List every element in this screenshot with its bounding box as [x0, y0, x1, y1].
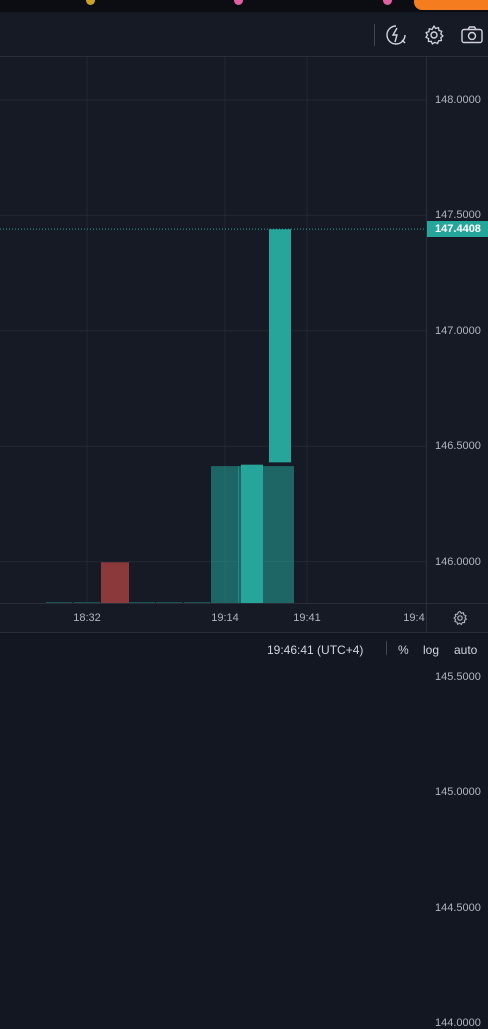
volume-bar [101, 562, 129, 603]
auto-scale-toggle[interactable]: auto [454, 643, 478, 657]
chart-toolbar [0, 14, 488, 57]
volume-bar [156, 602, 182, 603]
price-label: 145.5000 [435, 671, 481, 683]
candle-body [241, 464, 263, 698]
indicator-dot-icon [383, 0, 392, 5]
price-chart [0, 57, 426, 1024]
price-label: 146.5000 [435, 440, 481, 453]
quick-replay-icon[interactable] [384, 23, 408, 47]
clock-timezone[interactable]: 19:46:41 (UTC+4) [267, 643, 364, 657]
price-label: 147.0000 [435, 324, 481, 337]
bottom-divider [386, 641, 387, 655]
upgrade-button[interactable] [414, 0, 488, 10]
scale-settings-icon[interactable] [452, 610, 468, 626]
time-label: 18:32 [73, 612, 101, 624]
price-scale[interactable]: 148.0000 147.5000 147.0000 146.5000 146.… [426, 57, 488, 1029]
log-scale-toggle[interactable]: log [423, 643, 440, 657]
time-scale[interactable]: 18:32 19:14 19:41 19:4 [0, 603, 426, 632]
price-label: 147.5000 [435, 209, 481, 222]
toolbar-divider [374, 24, 375, 46]
volume-bar [266, 466, 294, 603]
price-label: 144.5000 [435, 901, 481, 914]
volume-bar [184, 602, 210, 603]
bottom-toolbar: 19:46:41 (UTC+4) % log auto [0, 632, 488, 657]
volume-bar [46, 602, 72, 603]
time-label: 19:4 [403, 612, 425, 624]
indicator-dot-icon [86, 0, 95, 5]
top-strip [0, 0, 488, 12]
chart-pane[interactable] [0, 57, 426, 1024]
volume-bar [129, 602, 155, 603]
scale-settings-corner [426, 603, 488, 632]
indicator-dot-icon [234, 0, 243, 5]
volume-bar [74, 602, 100, 603]
time-label: 19:14 [211, 612, 239, 624]
price-label: 148.0000 [435, 94, 481, 106]
volume-bar [211, 466, 239, 603]
candle-body [269, 229, 291, 463]
gear-icon[interactable] [422, 23, 446, 47]
camera-icon[interactable] [460, 23, 484, 47]
price-label: 146.0000 [435, 555, 481, 568]
price-label: 144.0000 [435, 1017, 481, 1029]
time-label: 19:41 [293, 612, 321, 624]
current-price-badge: 147.4408 [427, 221, 488, 238]
price-label: 145.0000 [435, 786, 481, 799]
percent-scale-toggle[interactable]: % [398, 643, 409, 657]
